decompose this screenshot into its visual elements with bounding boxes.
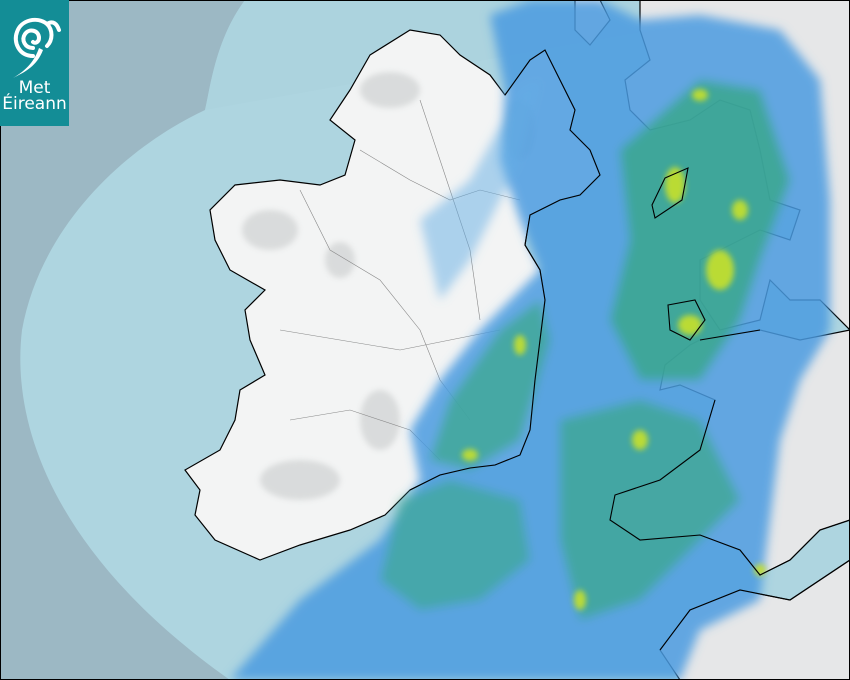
logo-text-eireann: Éireann <box>2 94 67 114</box>
logo-text-met: Met <box>18 78 51 98</box>
coastline-overlay <box>409 49 850 651</box>
met-eireann-swirl-icon <box>12 17 61 78</box>
met-eireann-logo: Met Éireann <box>0 0 69 126</box>
